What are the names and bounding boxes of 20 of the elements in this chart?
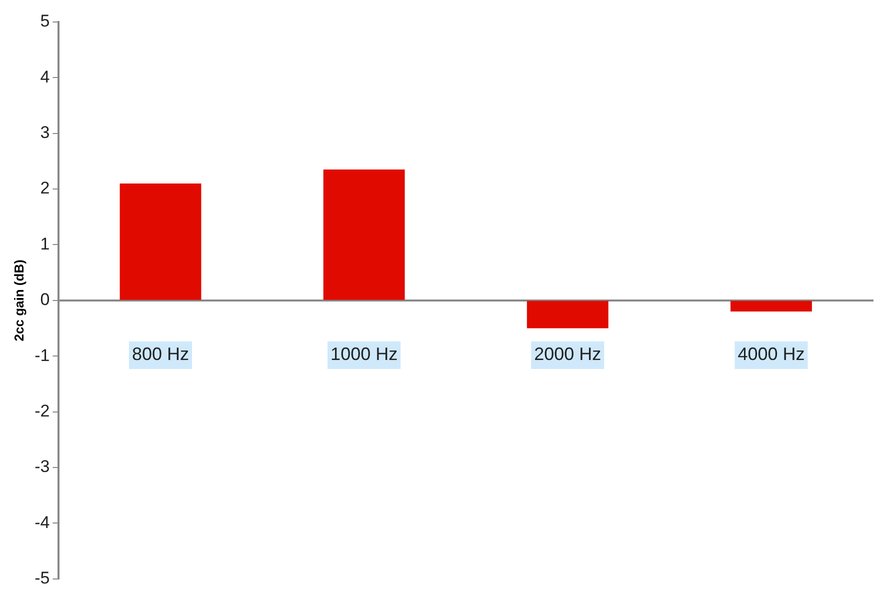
- y-tick-label: 3: [40, 123, 50, 142]
- y-tick-label: 1: [40, 234, 50, 254]
- y-tick-label: -3: [34, 457, 50, 476]
- bar: [730, 300, 812, 312]
- y-tick-label: 4: [40, 67, 50, 86]
- y-tick-label: 0: [40, 290, 50, 310]
- bar: [120, 183, 202, 300]
- y-tick-label: 5: [40, 12, 50, 31]
- x-tick-label: 2000 Hz: [534, 344, 602, 364]
- y-tick-label: -2: [34, 401, 50, 420]
- y-tick-label: -4: [34, 512, 50, 532]
- y-tick-label: 2: [40, 178, 50, 198]
- x-tick-label: 4000 Hz: [738, 344, 805, 364]
- x-tick-label: 800 Hz: [132, 344, 190, 364]
- bar: [323, 170, 405, 300]
- y-tick-label: -5: [34, 568, 50, 588]
- x-tick-label: 1000 Hz: [330, 344, 398, 364]
- bar: [526, 300, 608, 328]
- y-axis-title: 2cc gain (dB): [11, 260, 26, 342]
- y-tick-label: -1: [34, 346, 50, 365]
